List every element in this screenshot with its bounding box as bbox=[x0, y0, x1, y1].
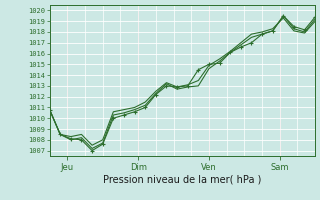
X-axis label: Pression niveau de la mer( hPa ): Pression niveau de la mer( hPa ) bbox=[103, 175, 261, 185]
